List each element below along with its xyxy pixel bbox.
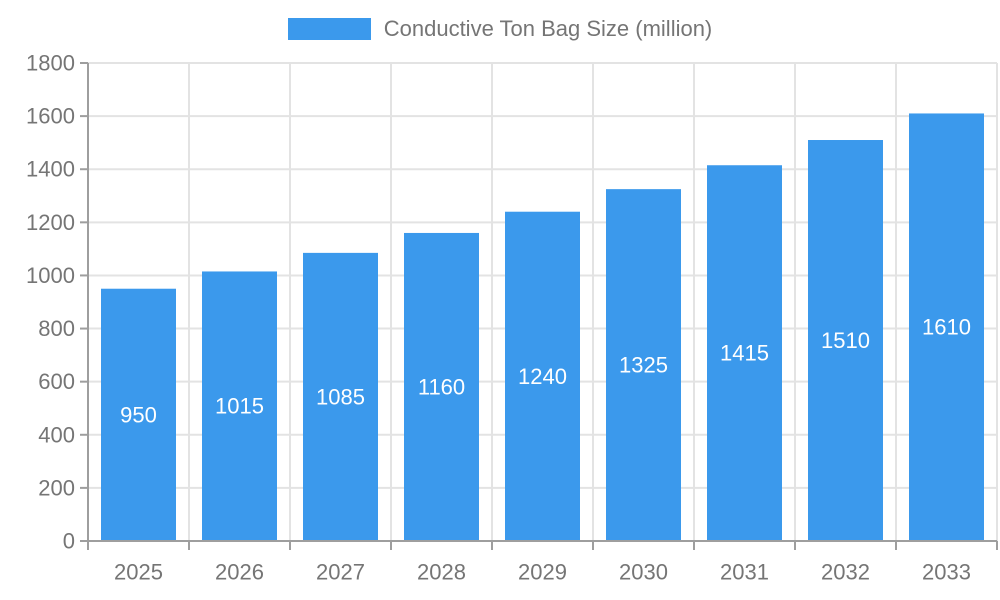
y-tick-label: 1400 xyxy=(26,157,75,182)
y-tick-label: 1600 xyxy=(26,104,75,129)
y-tick-label: 1000 xyxy=(26,263,75,288)
bar-2032[interactable] xyxy=(808,140,883,541)
bar-2029[interactable] xyxy=(505,211,580,541)
y-tick-label: 1200 xyxy=(26,210,75,235)
y-tick-label: 1800 xyxy=(26,51,75,76)
bar-2027[interactable] xyxy=(303,252,378,541)
x-tick-label: 2032 xyxy=(821,560,870,585)
y-tick-label: 600 xyxy=(38,369,75,394)
bar-value-label: 1415 xyxy=(720,341,769,366)
legend-swatch xyxy=(287,18,371,40)
x-tick-label: 2027 xyxy=(316,560,365,585)
bar-2031[interactable] xyxy=(707,165,782,541)
bar-value-label: 1240 xyxy=(518,364,567,389)
x-tick-label: 2030 xyxy=(619,560,668,585)
x-tick-label: 2031 xyxy=(720,560,769,585)
y-tick-label: 0 xyxy=(63,529,75,554)
bar-value-label: 1325 xyxy=(619,353,668,378)
x-tick-label: 2029 xyxy=(518,560,567,585)
y-tick-label: 400 xyxy=(38,422,75,447)
bar-value-label: 1015 xyxy=(215,394,264,419)
bar-value-label: 1610 xyxy=(922,315,971,340)
bar-2025[interactable] xyxy=(101,288,176,541)
y-tick-label: 800 xyxy=(38,316,75,341)
bar-value-label: 1085 xyxy=(316,384,365,409)
bar-value-label: 1160 xyxy=(418,374,465,399)
x-tick-label: 2026 xyxy=(215,560,264,585)
bar-value-label: 1510 xyxy=(821,328,870,353)
x-tick-label: 2025 xyxy=(114,560,163,585)
legend-label: Conductive Ton Bag Size (million) xyxy=(383,16,713,41)
y-tick-label: 200 xyxy=(38,475,75,500)
bar-2030[interactable] xyxy=(606,189,681,541)
x-tick-label: 2028 xyxy=(417,560,466,585)
bar-2026[interactable] xyxy=(202,271,277,541)
bar-2033[interactable] xyxy=(909,113,984,541)
x-tick-label: 2033 xyxy=(922,560,971,585)
legend[interactable]: Conductive Ton Bag Size (million) xyxy=(0,16,1000,42)
bar-2028[interactable] xyxy=(404,232,479,541)
bar-value-label: 950 xyxy=(120,402,157,427)
